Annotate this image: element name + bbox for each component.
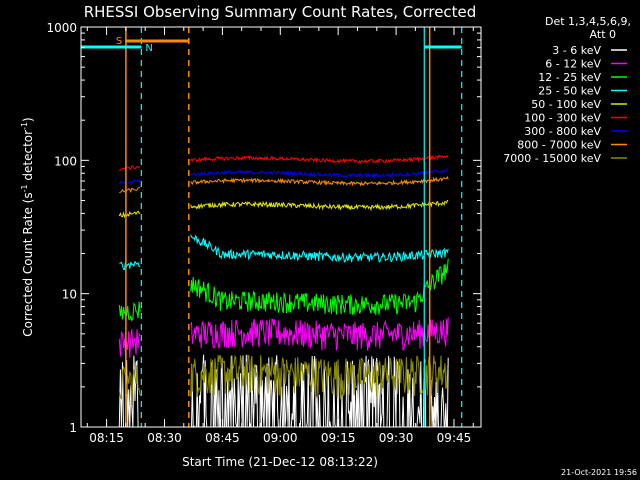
legend-label: 100 - 300 keV bbox=[524, 112, 601, 125]
plot-background bbox=[81, 27, 481, 427]
legend-header-2: Att 0 bbox=[590, 28, 616, 41]
series-line-7000-15000keV bbox=[190, 354, 449, 400]
plot-area bbox=[81, 27, 481, 427]
series-line-6-12keV bbox=[190, 317, 449, 351]
y-axis-label-mid: detector bbox=[21, 130, 35, 185]
axes-frame bbox=[80, 26, 482, 428]
series-line-7000-15000keV bbox=[118, 365, 141, 405]
series-layer bbox=[118, 154, 449, 429]
y-axis-label-sup2: -1 bbox=[20, 122, 29, 130]
x-tick-label: 09:30 bbox=[379, 431, 414, 445]
series-line-800-7000keV bbox=[119, 186, 141, 194]
legend-label: 6 - 12 keV bbox=[545, 58, 601, 71]
series-line-300-800keV bbox=[190, 168, 449, 179]
series-line-25-50keV bbox=[190, 234, 449, 263]
markers-layer: SN bbox=[81, 27, 463, 427]
legend-label: 12 - 25 keV bbox=[538, 71, 601, 84]
series-line-12-25keV bbox=[190, 258, 449, 316]
series-line-100-300keV bbox=[190, 154, 449, 165]
y-tick-label: 1000 bbox=[46, 21, 77, 35]
x-tick-label: 09:15 bbox=[321, 431, 356, 445]
series-line-800-7000keV bbox=[190, 175, 449, 187]
x-tick-label: 08:15 bbox=[89, 431, 124, 445]
x-tick-label: 09:45 bbox=[437, 431, 472, 445]
series-line-50-100keV bbox=[190, 199, 449, 212]
x-tick-label: 08:30 bbox=[147, 431, 182, 445]
x-tick-label: 09:00 bbox=[263, 431, 298, 445]
x-tick-label: 08:45 bbox=[205, 431, 240, 445]
series-line-12-25keV bbox=[118, 301, 141, 322]
annotation-label-S: S bbox=[116, 36, 122, 47]
legend-label: 50 - 100 keV bbox=[531, 98, 601, 111]
series-line-300-800keV bbox=[118, 178, 141, 185]
legend-header-1: Det 1,3,4,5,6,9, bbox=[545, 15, 631, 28]
y-tick-label: 10 bbox=[62, 288, 77, 302]
annotation-label-N: N bbox=[145, 43, 152, 54]
series-line-50-100keV bbox=[118, 210, 141, 219]
legend-label: 25 - 50 keV bbox=[538, 85, 601, 98]
y-tick-label: 100 bbox=[54, 154, 77, 168]
series-line-25-50keV bbox=[119, 260, 141, 271]
x-tick-labels: 08:15 08:30 08:45 09:00 09:15 09:30 09:45 bbox=[89, 431, 471, 445]
y-axis-label-main: Corrected Count Rate (s bbox=[21, 192, 35, 336]
y-axis-label-end: ) bbox=[21, 117, 35, 122]
y-tick-label: 1 bbox=[69, 421, 77, 435]
series-line-6-12keV bbox=[118, 328, 141, 359]
axes-layer bbox=[80, 26, 482, 428]
y-tick-labels: 1 10 100 1000 bbox=[46, 21, 77, 435]
x-axis-label: Start Time (21-Dec-12 08:13:22) bbox=[182, 455, 378, 469]
legend-label: 3 - 6 keV bbox=[552, 44, 601, 57]
series-line-100-300keV bbox=[118, 165, 141, 172]
y-axis-label: Corrected Count Rate (s-1 detector-1) bbox=[20, 117, 35, 336]
chart-title: RHESSI Observing Summary Count Rates, Co… bbox=[84, 3, 477, 21]
y-axis-label-sup1: -1 bbox=[20, 184, 29, 192]
legend-label: 300 - 800 keV bbox=[524, 125, 601, 138]
legend-label: 800 - 7000 keV bbox=[517, 139, 601, 152]
footer-timestamp: 21-Oct-2021 19:56 bbox=[561, 468, 637, 477]
legend-label: 7000 - 15000 keV bbox=[503, 152, 601, 165]
